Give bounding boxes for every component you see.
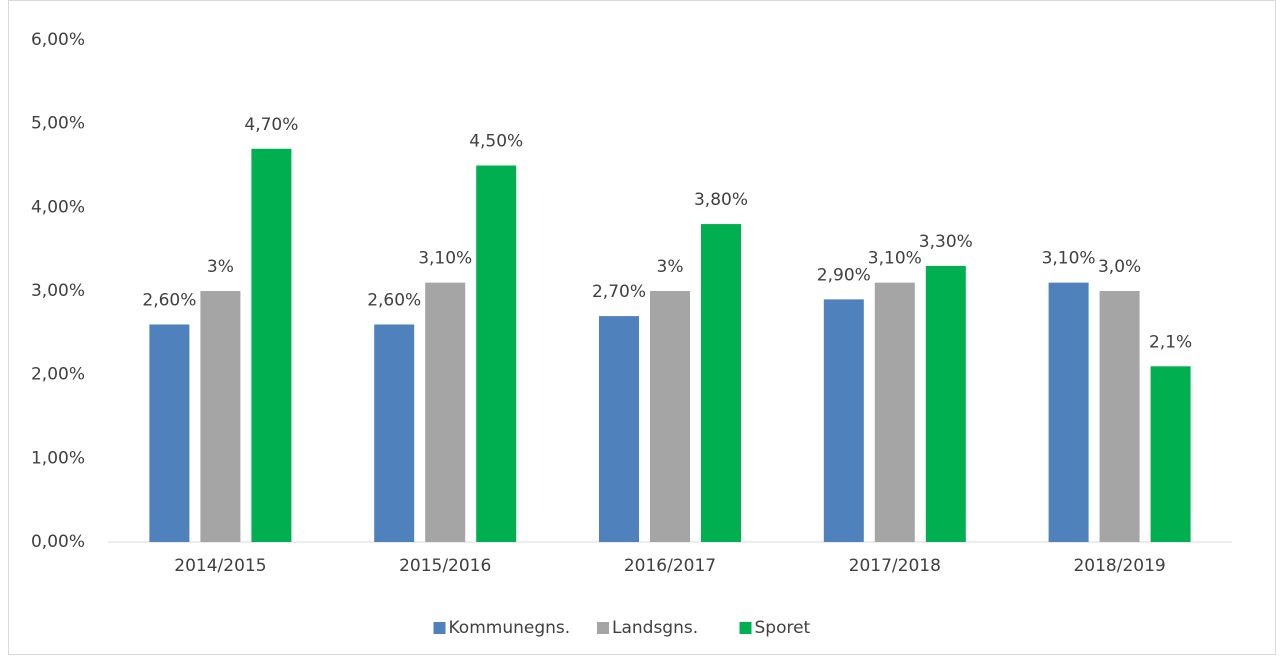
- y-tick-label: 1,00%: [31, 448, 85, 468]
- y-tick-label: 0,00%: [31, 532, 85, 552]
- bar: [1099, 291, 1140, 542]
- data-label: 2,90%: [817, 265, 871, 285]
- legend-label: Kommunegns.: [449, 618, 571, 638]
- x-tick-label: 2014/2015: [174, 556, 266, 576]
- data-label: 3%: [657, 257, 684, 277]
- x-tick-label: 2018/2019: [1073, 556, 1165, 576]
- bar: [925, 265, 966, 542]
- y-tick-label: 6,00%: [31, 30, 85, 50]
- bar: [200, 291, 241, 542]
- data-label: 2,60%: [367, 290, 421, 310]
- bar: [476, 165, 517, 542]
- data-label: 4,50%: [469, 132, 523, 152]
- bar: [874, 282, 915, 542]
- data-label: 3,10%: [1042, 249, 1096, 269]
- data-label: 4,70%: [244, 115, 298, 135]
- data-label: 3,10%: [418, 249, 472, 269]
- legend-swatch: [433, 622, 446, 634]
- y-tick-label: 5,00%: [31, 114, 85, 134]
- legend-label: Sporet: [755, 618, 811, 638]
- y-tick-label: 2,00%: [31, 365, 85, 385]
- data-label: 2,1%: [1149, 332, 1192, 352]
- bar: [149, 324, 190, 542]
- bar: [425, 282, 466, 542]
- data-label: 3,10%: [868, 249, 922, 269]
- bar: [701, 224, 741, 543]
- legend-label: Landsgns.: [612, 618, 698, 638]
- bar: [374, 324, 415, 542]
- bar: [1048, 282, 1089, 542]
- bar: [1150, 366, 1191, 542]
- bar: [823, 299, 864, 542]
- data-label: 3,0%: [1098, 257, 1141, 277]
- data-label: 3,80%: [694, 190, 748, 210]
- y-tick-label: 3,00%: [31, 281, 85, 301]
- legend-swatch: [739, 622, 752, 634]
- bar: [251, 148, 292, 542]
- data-label: 2,70%: [592, 282, 646, 302]
- x-tick-label: 2017/2018: [849, 556, 941, 576]
- data-label: 2,60%: [142, 290, 196, 310]
- x-tick-label: 2016/2017: [624, 556, 716, 576]
- bar: [650, 291, 690, 542]
- data-label: 3,30%: [919, 232, 973, 252]
- data-label: 3%: [207, 257, 234, 277]
- bar: [599, 316, 639, 542]
- y-tick-label: 4,00%: [31, 197, 85, 217]
- legend-swatch: [597, 622, 609, 634]
- x-tick-label: 2015/2016: [399, 556, 491, 576]
